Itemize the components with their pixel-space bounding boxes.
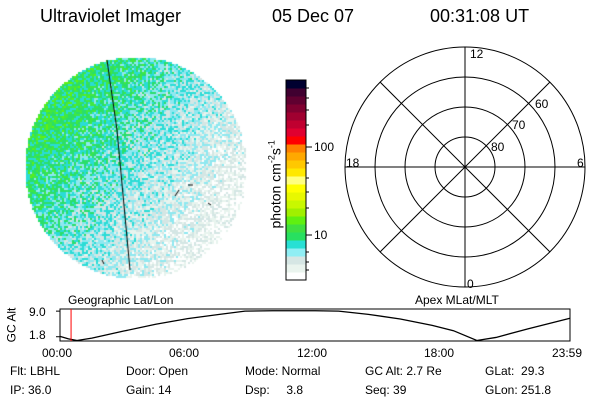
colorbar-segment	[286, 104, 306, 113]
instrument-title: Ultraviolet Imager	[40, 6, 182, 26]
y-axis-label: GC Alt	[4, 307, 19, 343]
colorbar-label-exp1: -2	[266, 155, 277, 164]
info-field: GC Alt: 2.7 Re	[365, 364, 442, 378]
lat-label-70: 70	[512, 118, 526, 132]
colorbar-segment	[286, 264, 306, 273]
lat-label-80: 80	[491, 140, 505, 154]
colorbar-tick-10: 10	[314, 228, 328, 242]
y-tick-1.8: 1.8	[29, 328, 46, 342]
colorbar-tick-100: 100	[314, 140, 335, 154]
date-label: 05 Dec 07	[272, 6, 355, 26]
mlt-label-12: 12	[470, 47, 484, 61]
colorbar	[285, 79, 312, 281]
x-tick-1800: 18:00	[424, 346, 455, 360]
altitude-plot	[56, 308, 571, 342]
apex-label: Apex MLat/MLT	[415, 293, 499, 307]
geographic-label: Geographic Lat/Lon	[68, 293, 174, 307]
time-label: 00:31:08 UT	[430, 6, 530, 26]
x-tick-0000: 00:00	[42, 346, 73, 360]
info-field: GLat: 29.3	[485, 364, 545, 378]
mlt-label-18: 18	[346, 156, 360, 170]
plot-frame	[59, 308, 571, 342]
colorbar-label-s: s	[267, 148, 284, 156]
colorbar-segment	[286, 272, 306, 281]
colorbar-segment	[286, 96, 306, 105]
colorbar-segment	[286, 240, 306, 249]
info-field: Gain: 14	[126, 383, 172, 397]
mlt-label-0: 0	[467, 277, 474, 291]
x-tick-0600: 06:00	[169, 346, 200, 360]
colorbar-frame	[285, 79, 307, 281]
info-field: Door: Open	[126, 364, 189, 378]
colorbar-segment	[286, 152, 306, 161]
colorbar-segment	[286, 144, 306, 153]
colorbar-segment	[286, 224, 306, 233]
info-field: Dsp: 3.8	[245, 383, 304, 397]
info-field: Seq: 39	[365, 383, 407, 397]
colorbar-segment	[286, 168, 306, 177]
colorbar-label-text: photon cm	[267, 163, 284, 229]
colorbar-segment	[286, 248, 306, 257]
colorbar-segment	[286, 176, 306, 185]
colorbar-segment	[286, 184, 306, 193]
polar-grid	[344, 46, 586, 288]
lat-label-60: 60	[535, 97, 549, 111]
x-tick-1200: 12:00	[297, 346, 328, 360]
colorbar-segment	[286, 128, 306, 137]
colorbar-segment	[286, 216, 306, 225]
info-field: Flt: LBHL	[10, 364, 61, 378]
colorbar-segment	[286, 136, 306, 145]
y-tick-9: 9.0	[29, 305, 46, 319]
info-field: IP: 36.0	[10, 383, 52, 397]
colorbar-segment	[286, 80, 306, 89]
info-field: GLon: 251.8	[485, 383, 552, 397]
colorbar-segment	[286, 88, 306, 97]
colorbar-segment	[286, 200, 306, 209]
info-field: Mode: Normal	[245, 364, 321, 378]
mlt-diagonal	[379, 81, 551, 253]
mlt-label-6: 6	[577, 156, 584, 170]
colorbar-segment	[286, 192, 306, 201]
colorbar-segment	[286, 160, 306, 169]
altitude-line	[59, 310, 571, 342]
colorbar-label-exp2: -1	[266, 140, 277, 149]
colorbar-segment	[286, 112, 306, 121]
colorbar-segment	[286, 208, 306, 217]
colorbar-segment	[286, 120, 306, 129]
colorbar-label: photon cm-2s-1	[267, 119, 284, 249]
colorbar-segment	[286, 232, 306, 241]
x-tick-2359: 23:59	[552, 346, 583, 360]
colorbar-segment	[286, 256, 306, 265]
